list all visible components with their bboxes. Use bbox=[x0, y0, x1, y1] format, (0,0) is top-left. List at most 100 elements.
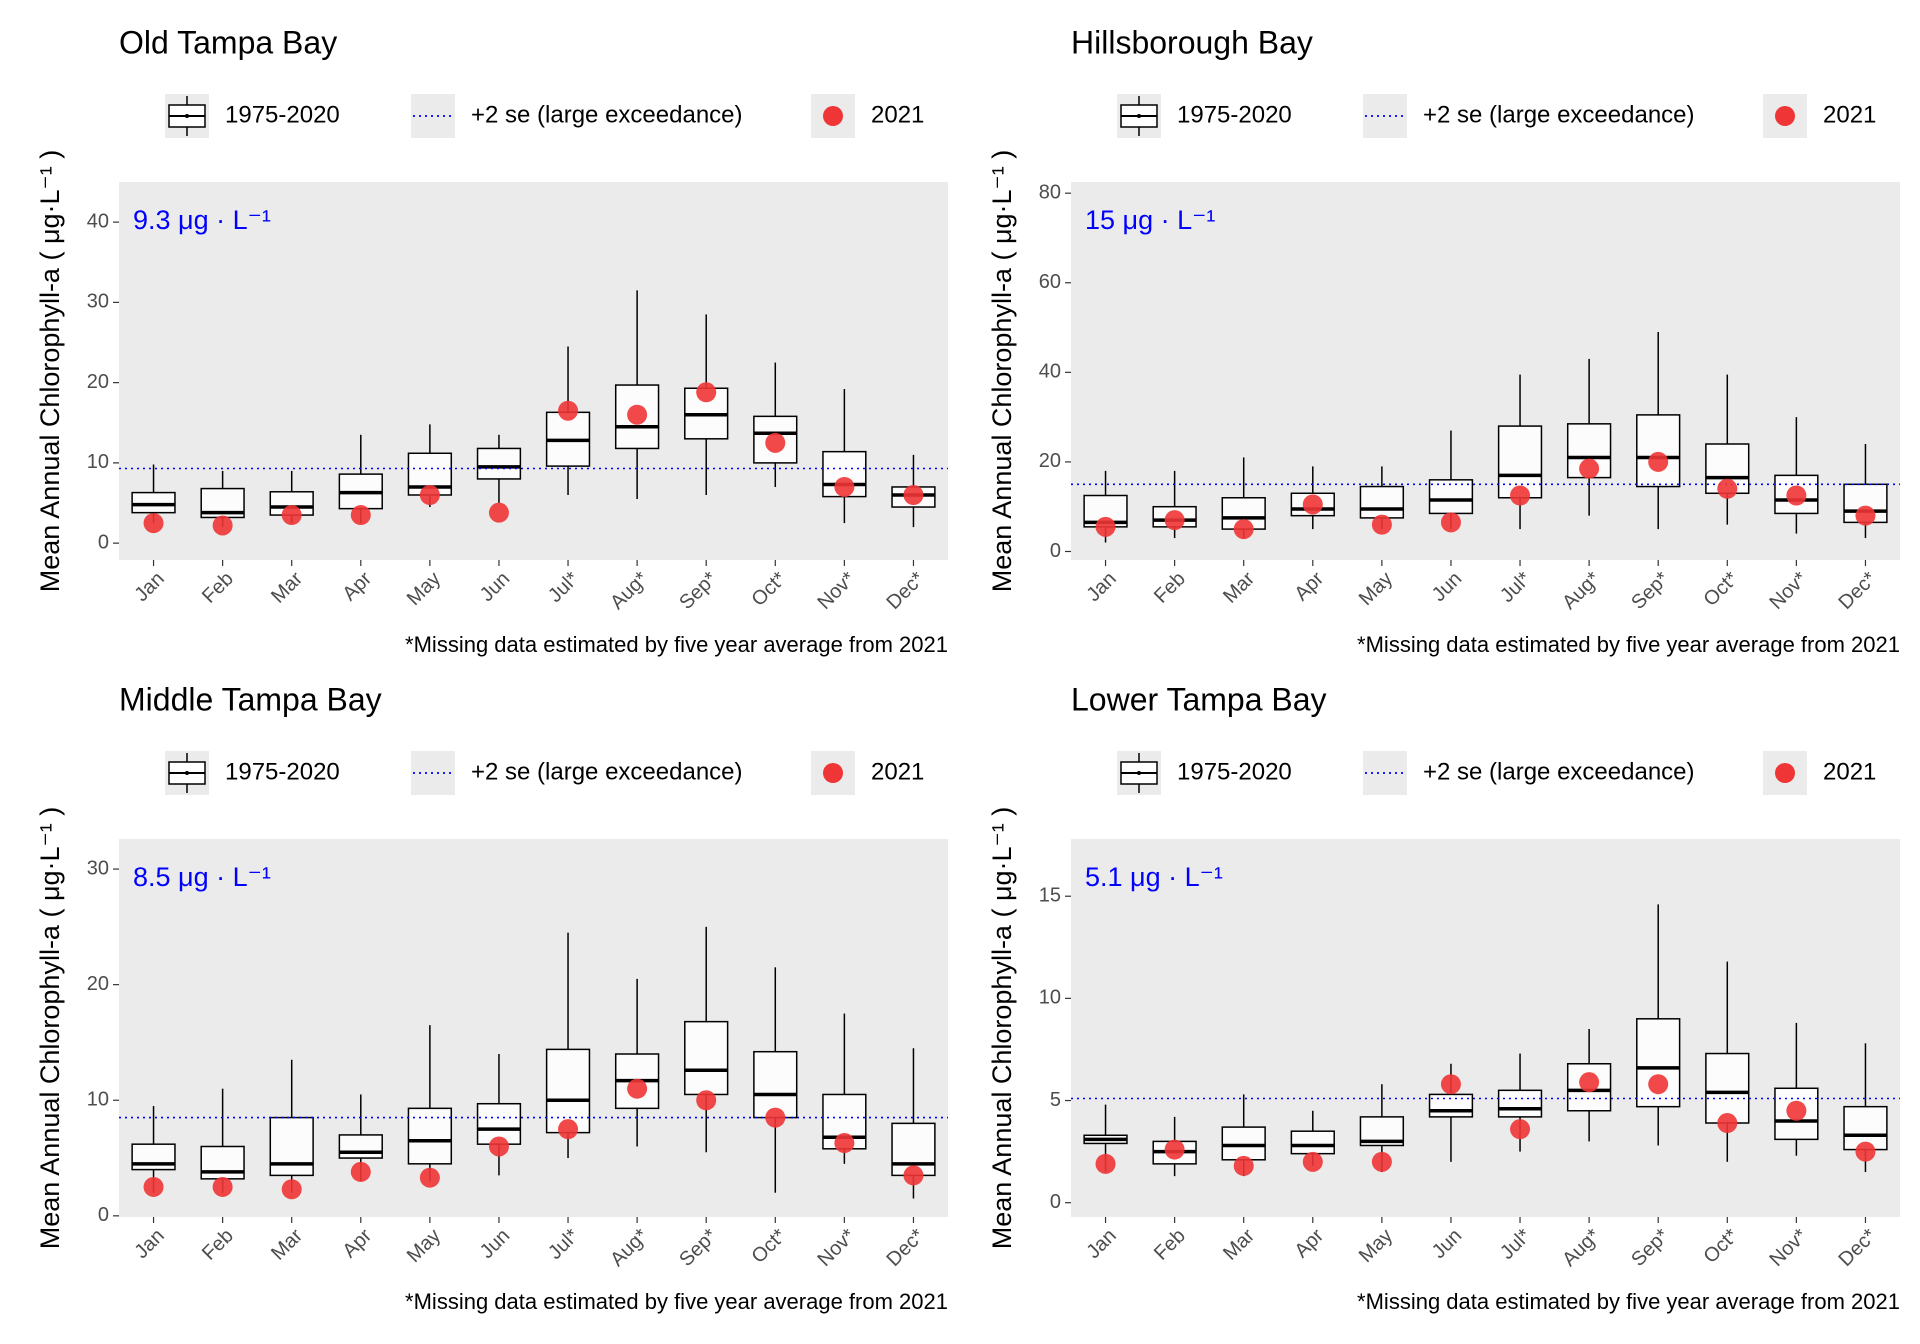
x-tick-label: Dec* bbox=[1835, 568, 1881, 614]
x-tick-label: Aug* bbox=[606, 1225, 652, 1271]
plot-background bbox=[119, 839, 948, 1217]
point-2021 bbox=[1579, 1072, 1600, 1093]
point-2021 bbox=[834, 1133, 855, 1154]
x-tick-label: Oct* bbox=[1699, 568, 1742, 611]
point-2021 bbox=[350, 505, 371, 526]
x-tick-label: Jun bbox=[476, 1225, 514, 1263]
point-2021 bbox=[488, 1136, 509, 1157]
y-tick-label: 15 bbox=[1039, 884, 1061, 906]
point-2021 bbox=[419, 484, 440, 505]
x-tick-label: Nov* bbox=[813, 1225, 859, 1271]
x-tick-label: Feb bbox=[1150, 568, 1190, 608]
y-tick-label: 0 bbox=[1050, 1191, 1061, 1213]
point-2021 bbox=[1440, 512, 1461, 533]
point-2021 bbox=[1095, 1153, 1116, 1174]
point-2021 bbox=[1855, 505, 1876, 526]
plot-background bbox=[1071, 182, 1900, 560]
legend-point bbox=[823, 763, 843, 783]
x-tick-label: Mar bbox=[1219, 567, 1259, 607]
x-tick-label: Sep* bbox=[675, 568, 721, 614]
y-tick-label: 30 bbox=[87, 857, 109, 879]
point-2021 bbox=[627, 404, 648, 425]
point-2021 bbox=[281, 505, 302, 526]
point-2021 bbox=[1648, 1074, 1669, 1095]
x-tick-label: Apr bbox=[338, 1224, 376, 1262]
x-tick-label: Sep* bbox=[1627, 568, 1673, 614]
x-tick-label: Feb bbox=[198, 1225, 238, 1265]
y-axis-title: Mean Annual Chlorophyll-a ( μg·L⁻¹ ) bbox=[987, 807, 1017, 1250]
threshold-annotation: 9.3 μg · L⁻¹ bbox=[133, 205, 271, 235]
y-tick-label: 0 bbox=[1050, 540, 1061, 562]
plot-background bbox=[1071, 839, 1900, 1217]
point-2021 bbox=[765, 432, 786, 453]
x-tick-label: May bbox=[1355, 568, 1397, 610]
y-tick-label: 20 bbox=[87, 371, 109, 393]
x-tick-label: Jun bbox=[476, 568, 514, 606]
box bbox=[1497, 1089, 1543, 1118]
legend-point bbox=[823, 106, 843, 126]
x-tick-label: Feb bbox=[1150, 1225, 1190, 1265]
box bbox=[476, 447, 522, 480]
box bbox=[131, 1143, 176, 1171]
legend-label: 1975-2020 bbox=[225, 101, 340, 128]
threshold-annotation: 15 μg · L⁻¹ bbox=[1085, 205, 1215, 235]
x-tick-label: Oct* bbox=[1699, 1225, 1742, 1268]
y-axis-title: Mean Annual Chlorophyll-a ( μg·L⁻¹ ) bbox=[35, 150, 65, 593]
y-tick-label: 40 bbox=[1039, 361, 1061, 383]
y-tick-label: 80 bbox=[1039, 181, 1061, 203]
x-tick-label: Nov* bbox=[1765, 568, 1811, 614]
point-2021 bbox=[558, 400, 579, 421]
box bbox=[1774, 474, 1819, 515]
legend-box-dot bbox=[1137, 771, 1141, 775]
y-tick-label: 10 bbox=[87, 1089, 109, 1111]
x-tick-label: Jul* bbox=[1496, 568, 1535, 607]
point-2021 bbox=[281, 1179, 302, 1200]
point-2021 bbox=[696, 382, 717, 403]
point-2021 bbox=[1648, 451, 1669, 472]
x-tick-label: May bbox=[403, 568, 445, 610]
point-2021 bbox=[834, 476, 855, 497]
point-2021 bbox=[1717, 478, 1738, 499]
y-tick-label: 30 bbox=[87, 291, 109, 313]
x-tick-label: Apr bbox=[1290, 567, 1328, 605]
point-2021 bbox=[143, 1176, 164, 1197]
point-2021 bbox=[1371, 514, 1392, 535]
legend-label: 1975-2020 bbox=[1177, 758, 1292, 785]
y-tick-label: 20 bbox=[87, 973, 109, 995]
y-tick-label: 0 bbox=[98, 1204, 109, 1226]
point-2021 bbox=[143, 513, 164, 534]
legend-point bbox=[1775, 763, 1795, 783]
point-2021 bbox=[1855, 1141, 1876, 1162]
point-2021 bbox=[1233, 1155, 1254, 1176]
x-tick-label: Oct* bbox=[747, 568, 790, 611]
y-axis-title: Mean Annual Chlorophyll-a ( μg·L⁻¹ ) bbox=[987, 150, 1017, 593]
box bbox=[338, 1134, 383, 1159]
x-tick-label: Aug* bbox=[1558, 568, 1604, 614]
point-2021 bbox=[1786, 1100, 1807, 1121]
x-tick-label: Sep* bbox=[675, 1225, 721, 1271]
x-tick-label: Jul* bbox=[544, 1225, 583, 1264]
legend-box-dot bbox=[1137, 114, 1141, 118]
x-tick-label: Jan bbox=[1082, 1225, 1120, 1263]
point-2021 bbox=[1786, 485, 1807, 506]
point-2021 bbox=[1717, 1113, 1738, 1134]
y-tick-label: 40 bbox=[87, 210, 109, 232]
point-2021 bbox=[212, 515, 233, 536]
x-tick-label: Jan bbox=[1082, 568, 1120, 606]
x-tick-label: Oct* bbox=[747, 1225, 790, 1268]
box bbox=[1636, 414, 1681, 488]
box bbox=[1497, 425, 1543, 499]
point-2021 bbox=[1510, 1119, 1531, 1140]
x-tick-label: Dec* bbox=[883, 1225, 929, 1271]
x-tick-label: Jul* bbox=[544, 568, 583, 607]
box bbox=[753, 1050, 798, 1119]
box bbox=[1428, 479, 1474, 515]
point-2021 bbox=[765, 1107, 786, 1128]
point-2021 bbox=[1302, 494, 1323, 515]
x-tick-label: May bbox=[1355, 1225, 1397, 1267]
point-2021 bbox=[350, 1161, 371, 1182]
x-tick-label: Jun bbox=[1428, 1225, 1466, 1263]
point-2021 bbox=[1440, 1074, 1461, 1095]
